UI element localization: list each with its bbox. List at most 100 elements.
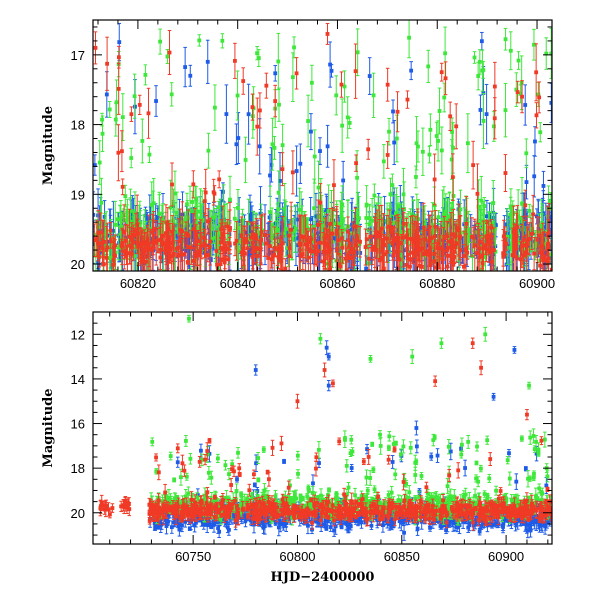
series-0-point — [278, 179, 282, 183]
series-1-point — [268, 210, 273, 215]
series-2-point — [167, 50, 172, 55]
series-2-point — [387, 224, 391, 229]
series-2-point — [225, 247, 229, 251]
series-0-point — [145, 216, 150, 221]
series-0-point — [294, 169, 299, 173]
series-1-point — [442, 95, 447, 100]
series-0-point — [524, 180, 529, 185]
series-1-point — [138, 220, 143, 225]
series-0-point — [484, 112, 489, 117]
series-0-point — [221, 190, 225, 194]
series-0-point — [409, 68, 414, 73]
series-0-point — [331, 237, 336, 242]
series-2-point — [480, 253, 485, 258]
series-2-point — [303, 242, 308, 247]
series-1-point — [549, 51, 552, 56]
series-1-point — [149, 203, 154, 207]
series-1-point — [334, 93, 339, 98]
series-2-point — [116, 55, 121, 60]
series-1-point — [126, 224, 131, 229]
series-1-point — [451, 145, 455, 150]
series-2-point — [432, 251, 437, 256]
series-1-point — [439, 148, 444, 153]
series-1-point — [442, 212, 446, 217]
series-1-point — [290, 75, 295, 80]
series-1-point — [340, 202, 345, 207]
series-0-point — [402, 248, 406, 253]
series-0-point — [183, 239, 187, 243]
series-0-point — [325, 144, 330, 149]
series-1-point — [147, 152, 152, 157]
series-1-point — [339, 229, 343, 234]
series-1-point — [216, 205, 221, 210]
series-1-point — [466, 228, 471, 233]
series-2-point — [160, 234, 165, 239]
series-1-point — [100, 131, 105, 136]
series-1-point — [387, 217, 392, 222]
series-0-point — [184, 241, 189, 246]
series-2-point — [544, 258, 549, 263]
series-1-point — [270, 142, 275, 147]
series-1-point — [290, 237, 295, 242]
series-1-point — [422, 222, 427, 227]
series-2-point — [100, 245, 105, 250]
series-0-point — [244, 230, 249, 235]
series-0-point — [117, 40, 122, 45]
series-1-point — [213, 105, 217, 110]
series-2-point — [451, 262, 456, 267]
series-2-point — [404, 263, 409, 267]
series-1-point — [436, 139, 440, 143]
series-0-point — [237, 219, 242, 223]
top-panel-marks — [93, 20, 552, 271]
series-0-point — [484, 214, 489, 219]
series-1-point — [355, 50, 360, 55]
series-2-point — [454, 241, 459, 246]
series-0-point — [298, 161, 303, 166]
series-1-point — [508, 48, 513, 53]
series-2-point — [384, 236, 389, 241]
series-2-point — [377, 258, 382, 263]
series-1-point — [113, 222, 118, 227]
series-1-point — [376, 245, 381, 250]
series-2-point — [454, 226, 459, 230]
series-1-point — [240, 230, 245, 235]
series-0-point — [324, 208, 329, 212]
series-2-point — [127, 234, 132, 239]
series-2-point — [453, 234, 458, 239]
series-2-point — [395, 109, 400, 114]
series-1-point — [357, 242, 362, 246]
series-1-point — [449, 157, 454, 162]
series-2-point — [492, 116, 497, 121]
series-0-point — [526, 245, 531, 250]
series-2-point — [129, 112, 134, 117]
series-1-point — [371, 93, 376, 98]
series-0-point — [111, 228, 116, 233]
series-2-point — [198, 246, 203, 251]
series-0-point — [183, 65, 188, 69]
series-1-point — [246, 221, 251, 226]
series-2-point — [215, 262, 219, 267]
series-1-point — [427, 152, 432, 157]
series-1-point — [329, 218, 334, 223]
series-2-point — [340, 245, 345, 250]
series-1-point — [306, 119, 311, 123]
series-0-point — [523, 103, 528, 107]
series-0-point — [269, 162, 274, 167]
series-1-point — [510, 234, 514, 238]
series-2-point — [535, 237, 540, 242]
series-1-point — [316, 185, 321, 190]
series-2-point — [392, 238, 397, 243]
series-1-point — [443, 51, 448, 56]
series-1-point — [128, 219, 133, 224]
series-2-point — [203, 190, 208, 195]
series-0-point — [537, 228, 542, 233]
series-1-point — [194, 197, 199, 202]
series-1-point — [292, 229, 297, 233]
series-1-point — [235, 93, 240, 98]
series-2-point — [308, 249, 313, 254]
series-2-point — [397, 257, 402, 262]
series-1-point — [129, 156, 134, 160]
series-1-point — [520, 201, 524, 206]
series-2-point — [120, 149, 124, 154]
series-0-point — [391, 109, 395, 114]
